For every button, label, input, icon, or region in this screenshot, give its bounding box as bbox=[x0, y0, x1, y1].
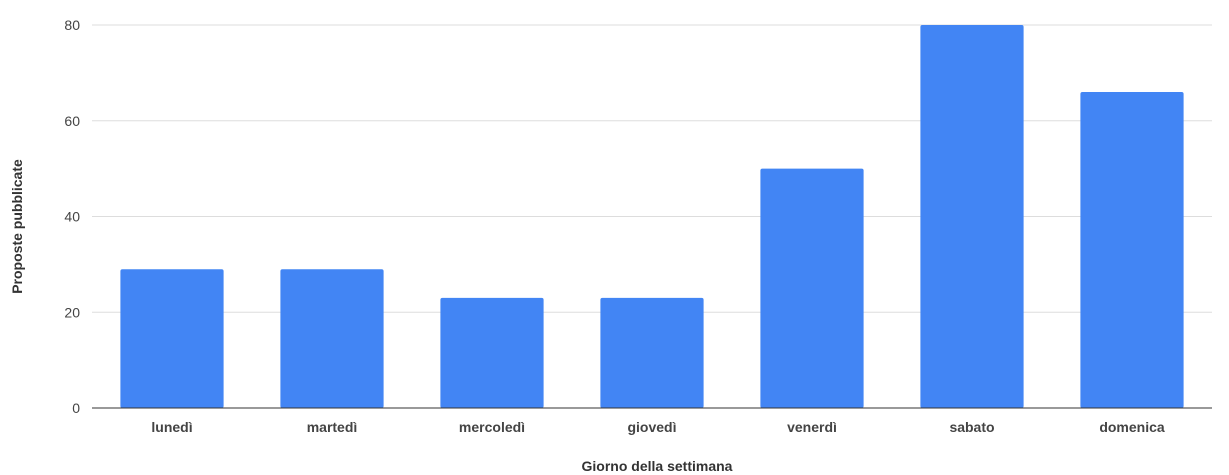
x-category-label: mercoledì bbox=[459, 419, 525, 435]
y-axis-title: Proposte pubblicate bbox=[9, 159, 25, 294]
x-category-label: lunedì bbox=[151, 419, 192, 435]
bar-1 bbox=[120, 269, 224, 408]
bar-5 bbox=[760, 168, 864, 408]
x-category-label: sabato bbox=[949, 419, 994, 435]
x-axis-categories: lunedì martedì mercoledì giovedì venerdì saba… bbox=[151, 419, 1165, 435]
bar-6 bbox=[920, 25, 1024, 408]
y-tick-label: 40 bbox=[64, 209, 80, 225]
y-tick-label: 80 bbox=[64, 17, 80, 33]
bar-7 bbox=[1080, 92, 1184, 408]
bar-4 bbox=[600, 297, 704, 408]
y-tick-label: 20 bbox=[64, 304, 80, 320]
x-category-label: domenica bbox=[1099, 419, 1165, 435]
x-category-label: martedì bbox=[307, 419, 358, 435]
y-tick-label: 0 bbox=[72, 400, 80, 416]
bars bbox=[120, 25, 1184, 408]
bar-3 bbox=[440, 297, 544, 408]
y-axis-ticks: 0 20 40 60 80 bbox=[64, 17, 80, 416]
x-axis-title: Giorno della settimana bbox=[582, 458, 733, 474]
gridlines bbox=[92, 24, 1212, 313]
x-category-label: giovedì bbox=[627, 419, 676, 435]
bar-2 bbox=[280, 269, 384, 408]
x-category-label: venerdì bbox=[787, 419, 837, 435]
y-tick-label: 60 bbox=[64, 113, 80, 129]
